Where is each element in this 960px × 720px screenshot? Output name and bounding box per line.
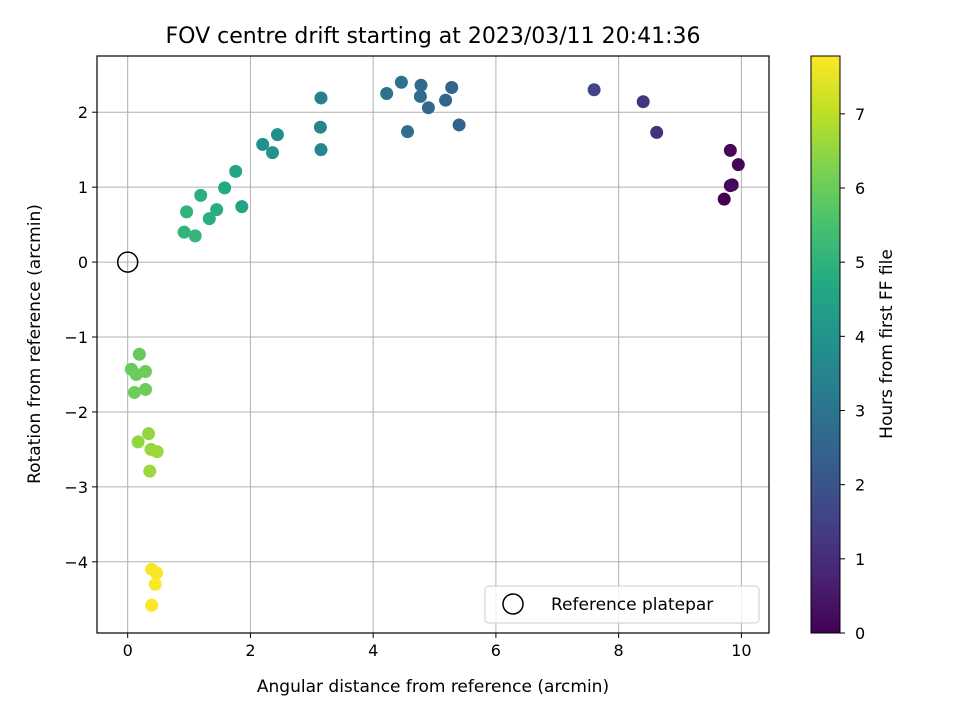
y-tick-label: 2: [78, 103, 88, 122]
y-tick-label: 1: [78, 178, 88, 197]
data-point: [148, 577, 162, 591]
x-tick-label: 10: [731, 641, 751, 660]
data-point: [270, 128, 284, 142]
data-point: [731, 158, 745, 172]
data-point: [188, 229, 202, 243]
data-point: [413, 89, 427, 103]
data-point: [313, 120, 327, 134]
colorbar-label: Hours from first FF file: [877, 249, 897, 439]
colorbar-tick-label: 6: [855, 179, 865, 198]
data-point: [439, 93, 453, 107]
data-point: [138, 364, 152, 378]
data-point: [131, 435, 145, 449]
data-point: [229, 164, 243, 178]
data-point: [445, 80, 459, 94]
data-point: [636, 95, 650, 109]
data-point: [138, 382, 152, 396]
data-point: [145, 598, 159, 612]
colorbar-tick-label: 7: [855, 105, 865, 124]
data-point: [650, 125, 664, 139]
x-tick-label: 8: [614, 641, 624, 660]
data-point: [218, 181, 232, 195]
y-tick-label: −2: [64, 403, 88, 422]
reference-point-marker: [116, 251, 139, 273]
colorbar-tick-label: 3: [855, 402, 865, 421]
plot-area-frame: [96, 55, 770, 634]
data-point: [266, 146, 280, 160]
colorbar-ticks: 0 1 2 3 4 5 6 7: [840, 105, 865, 643]
x-axis-label: Angular distance from reference (arcmin): [257, 677, 609, 697]
chart-title: FOV centre drift starting at 2023/03/11 …: [166, 24, 701, 49]
x-tick-label: 0: [123, 641, 133, 660]
data-point: [150, 445, 164, 459]
data-point: [314, 91, 328, 105]
data-point: [723, 179, 737, 193]
data-point: [414, 78, 428, 92]
legend-marker-reference: [502, 593, 524, 615]
y-axis-label: Rotation from reference (arcmin): [25, 204, 45, 484]
colorbar-tick-label: 5: [855, 253, 865, 272]
scatter-points: [124, 75, 745, 612]
data-point: [194, 188, 208, 202]
x-tick-label: 4: [368, 641, 378, 660]
legend-box: [484, 585, 760, 624]
y-tick-label: −3: [64, 478, 88, 497]
data-point: [421, 101, 435, 115]
data-point: [723, 143, 737, 157]
x-axis-ticks: 0 2 4 6 8 10: [123, 633, 752, 660]
data-point: [717, 192, 731, 206]
y-tick-label: 0: [78, 253, 88, 272]
data-point: [202, 212, 216, 226]
colorbar-tick-label: 1: [855, 550, 865, 569]
grid: [97, 56, 769, 633]
data-point: [394, 75, 408, 89]
data-point: [314, 143, 328, 157]
data-point: [452, 118, 466, 132]
y-tick-label: −4: [64, 553, 88, 572]
data-point: [587, 83, 601, 97]
data-point: [132, 347, 146, 361]
data-point: [142, 427, 156, 441]
legend: Reference platepar: [484, 585, 760, 624]
data-point: [180, 205, 194, 219]
data-point: [177, 225, 191, 239]
data-point: [401, 125, 415, 139]
legend-entry-label: Reference platepar: [551, 595, 713, 615]
data-point: [127, 385, 141, 399]
colorbar-tick-label: 2: [855, 476, 865, 495]
data-point: [380, 86, 394, 100]
reference-marker-layer: [116, 251, 139, 273]
y-axis-ticks: −4 −3 −2 −1 0 1 2: [64, 103, 97, 572]
data-point: [150, 566, 164, 580]
x-tick-label: 2: [245, 641, 255, 660]
x-tick-label: 6: [491, 641, 501, 660]
colorbar-gradient: [810, 55, 841, 634]
data-point: [235, 200, 249, 214]
colorbar: 0 1 2 3 4 5 6 7 Hours from first FF file: [810, 55, 897, 643]
y-tick-label: −1: [64, 328, 88, 347]
data-point: [210, 203, 224, 217]
colorbar-tick-label: 0: [855, 624, 865, 643]
data-point: [143, 464, 157, 478]
colorbar-tick-label: 4: [855, 327, 865, 346]
data-point: [256, 137, 270, 151]
